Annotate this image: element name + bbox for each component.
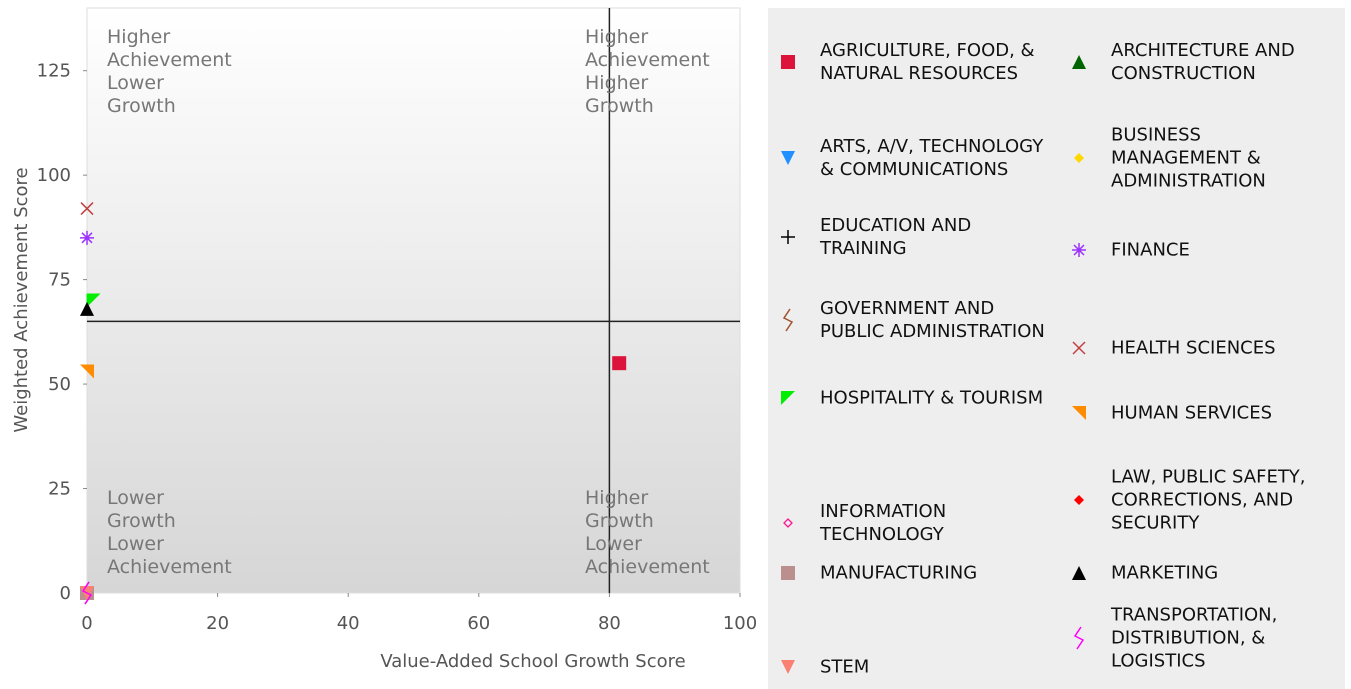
quadrant-label: Higher Growth Lower Achievement — [585, 487, 710, 579]
legend-marker — [781, 391, 795, 405]
marker — [781, 151, 795, 165]
marker — [80, 364, 94, 379]
legend-label: BUSINESS MANAGEMENT & ADMINISTRATION — [1111, 124, 1266, 192]
marker — [781, 391, 795, 405]
legend-label: MANUFACTURING — [820, 562, 978, 584]
legend-marker — [782, 308, 794, 332]
legend-label: STEM — [820, 656, 870, 678]
marker — [86, 293, 101, 308]
legend-label: LAW, PUBLIC SAFETY, CORRECTIONS, AND SEC… — [1111, 466, 1306, 534]
legend-label: ARCHITECTURE AND CONSTRUCTION — [1111, 40, 1295, 84]
x-tick-label: 60 — [467, 613, 490, 634]
legend-marker — [1074, 153, 1084, 163]
legend-marker — [1072, 406, 1086, 420]
legend-marker — [783, 518, 793, 528]
legend-label: TRANSPORTATION, DISTRIBUTION, & LOGISTIC… — [1111, 604, 1278, 672]
plot-area — [86, 7, 741, 594]
legend-marker — [1072, 566, 1086, 580]
legend-marker — [781, 660, 795, 674]
legend-marker — [1072, 341, 1086, 355]
marker — [1072, 55, 1086, 69]
legend-label: HOSPITALITY & TOURISM — [820, 387, 1044, 409]
y-tick-label: 100 — [37, 165, 71, 186]
legend-label: GOVERNMENT AND PUBLIC ADMINISTRATION — [820, 298, 1045, 342]
marker — [80, 230, 94, 245]
y-tick-label: 25 — [48, 479, 71, 500]
marker — [1072, 566, 1086, 580]
x-tick-label: 100 — [723, 613, 757, 634]
marker — [1072, 406, 1086, 420]
quadrant-label: Lower Growth Lower Achievement — [107, 487, 232, 579]
legend-label: MARKETING — [1111, 562, 1219, 584]
legend-label: HUMAN SERVICES — [1111, 402, 1273, 424]
marker — [612, 356, 627, 371]
x-tick-label: 0 — [81, 613, 92, 634]
y-tick-label: 125 — [37, 61, 71, 82]
legend-marker — [781, 55, 795, 69]
legend-label: HEALTH SCIENCES — [1111, 337, 1276, 359]
marker — [80, 301, 94, 316]
marker — [781, 55, 795, 69]
legend-marker — [1073, 626, 1085, 650]
x-axis-label: Value-Added School Growth Score — [380, 651, 685, 672]
legend-label: FINANCE — [1111, 239, 1190, 261]
marker — [1072, 243, 1086, 257]
y-axis-label: Weighted Achievement Score — [11, 167, 32, 432]
y-tick-label: 50 — [48, 374, 71, 395]
legend-label: EDUCATION AND TRAINING — [820, 215, 972, 259]
marker — [781, 660, 795, 674]
x-tick-label: 20 — [206, 613, 229, 634]
x-tick-label: 80 — [598, 613, 621, 634]
marker — [1074, 495, 1084, 505]
y-tick-label: 75 — [48, 270, 71, 291]
marker — [781, 230, 795, 244]
marker — [1074, 153, 1084, 163]
legend-marker — [781, 566, 795, 580]
legend-box — [768, 8, 1345, 689]
legend-marker — [1072, 243, 1086, 257]
legend-marker — [1072, 55, 1086, 69]
x-tick-label: 40 — [337, 613, 360, 634]
marker — [81, 581, 93, 605]
marker — [80, 202, 94, 216]
legend-label: AGRICULTURE, FOOD, & NATURAL RESOURCES — [820, 40, 1035, 84]
legend-label: ARTS, A/V, TECHNOLOGY & COMMUNICATIONS — [820, 136, 1044, 180]
quadrant-label: Higher Achievement Lower Growth — [107, 26, 232, 118]
legend-marker — [781, 151, 795, 165]
marker — [1073, 626, 1085, 650]
marker — [781, 566, 795, 580]
legend-marker — [1074, 495, 1084, 505]
legend-marker — [781, 230, 795, 244]
legend-label: INFORMATION TECHNOLOGY — [820, 501, 947, 545]
y-tick-label: 0 — [60, 583, 71, 604]
quadrant-label: Higher Achievement Higher Growth — [585, 26, 710, 118]
marker — [783, 518, 793, 528]
marker — [782, 308, 794, 332]
marker — [1072, 341, 1086, 355]
